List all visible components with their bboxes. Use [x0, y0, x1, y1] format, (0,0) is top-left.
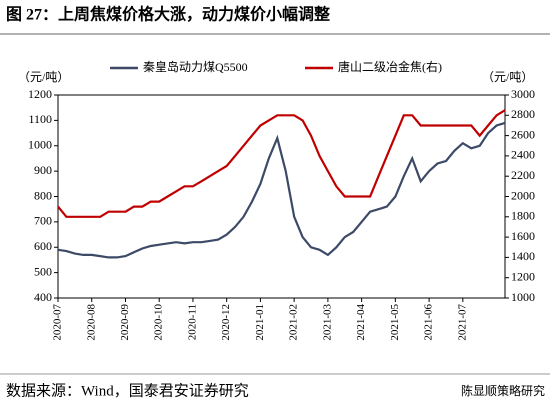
legend-label: 唐山二级冶金焦(右) [338, 59, 442, 74]
y2-tick-label: 2800 [511, 107, 535, 121]
y2-tick-label: 1400 [511, 249, 535, 263]
y2-tick-label: 1600 [511, 229, 535, 243]
x-tick-label: 2021-03 [321, 304, 333, 341]
x-tick-label: 2021-05 [389, 304, 401, 341]
y-tick-label: 1200 [28, 87, 52, 101]
y-unit: （元/吨） [18, 70, 69, 84]
x-tick-label: 2021-07 [456, 304, 468, 341]
series-line [57, 121, 506, 259]
y-tick-label: 1000 [28, 138, 52, 152]
y2-tick-label: 1000 [511, 290, 535, 304]
y-tick-label: 600 [34, 239, 52, 253]
x-tick-label: 2020-12 [220, 304, 232, 341]
y2-tick-label: 2400 [511, 148, 535, 162]
y2-tick-label: 3000 [511, 87, 535, 101]
y-tick-label: 900 [34, 163, 52, 177]
x-tick-label: 2021-02 [288, 304, 300, 341]
y-tick-label: 800 [34, 188, 52, 202]
x-tick-label: 2021-01 [254, 304, 266, 341]
y2-tick-label: 2600 [511, 127, 535, 141]
chart-title: 图 27：上周焦煤价格大涨，动力煤价小幅调整 [6, 5, 330, 24]
series-line [57, 109, 506, 218]
legend-label: 秦皇岛动力煤Q5500 [143, 59, 248, 74]
y-tick-label: 400 [34, 290, 52, 304]
y-tick-label: 1100 [28, 112, 52, 126]
source: 数据来源：Wind，国泰君安证券研究 [6, 382, 249, 399]
y-tick-label: 700 [34, 214, 52, 228]
y-tick-label: 500 [34, 264, 52, 278]
x-tick-label: 2020-10 [153, 304, 165, 341]
x-tick-label: 2020-09 [119, 304, 131, 341]
x-tick-label: 2020-07 [52, 304, 64, 341]
y2-tick-label: 1200 [511, 269, 535, 283]
watermark: 陈显顺策略研究 [461, 383, 545, 398]
y2-tick-label: 2000 [511, 188, 535, 202]
x-tick-label: 2020-11 [186, 304, 198, 340]
x-tick-label: 2021-06 [423, 304, 435, 341]
y2-tick-label: 1800 [511, 209, 535, 223]
y2-tick-label: 2200 [511, 168, 535, 182]
y2-unit: （元/吨） [482, 70, 533, 84]
x-tick-label: 2021-04 [355, 304, 367, 341]
x-tick-label: 2020-08 [85, 304, 97, 341]
